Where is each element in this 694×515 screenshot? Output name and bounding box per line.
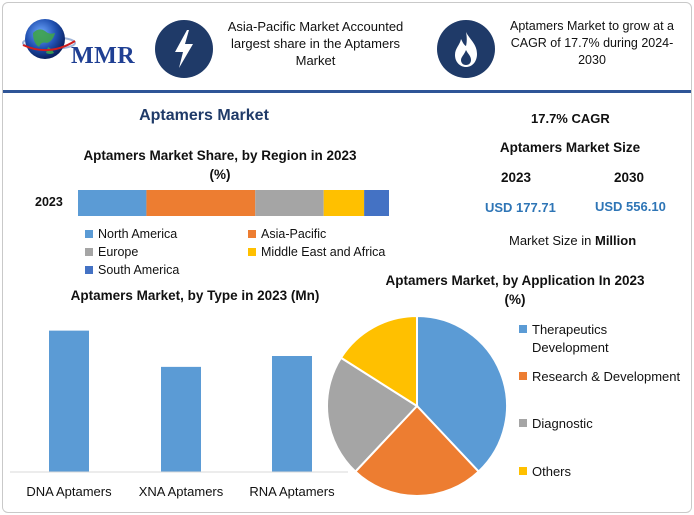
header-divider xyxy=(3,90,691,93)
year-2023-label: 2023 xyxy=(501,170,532,185)
region-legend-item-asia-pacific: Asia-Pacific xyxy=(248,227,326,241)
region-bar-segment-europe xyxy=(255,190,324,216)
pie-slice-diagnostic xyxy=(326,356,419,474)
logo-text: MMR xyxy=(71,43,136,69)
legend-label: Therapeutics Development xyxy=(532,322,609,355)
region-stacked-bar xyxy=(78,190,389,216)
legend-swatch xyxy=(85,266,93,274)
legend-swatch xyxy=(519,467,527,475)
legend-swatch xyxy=(519,372,527,380)
legend-swatch xyxy=(248,248,256,256)
application-legend-item-others: Others xyxy=(519,463,571,481)
region-legend-item-middle-east-and-africa: Middle East and Africa xyxy=(248,245,385,259)
region-legend-item-north-america: North America xyxy=(85,227,177,241)
legend-label: Middle East and Africa xyxy=(261,245,386,259)
application-legend-item-therapeutics-development: Therapeutics Development xyxy=(519,321,642,357)
legend-swatch xyxy=(85,230,93,238)
region-bar-segment-south-america xyxy=(364,190,389,216)
globe-icon xyxy=(22,19,76,59)
type-bar-chart: DNA Aptamers XNA Aptamers RNA Aptamers xyxy=(10,330,348,499)
application-chart-title: Aptamers Market, by Application In 2023 … xyxy=(370,271,660,309)
header-banner: MMR Asia-Pacific Market Accounted larges… xyxy=(3,3,691,85)
region-chart-subtitle: (%) xyxy=(209,167,231,182)
legend-swatch xyxy=(519,419,527,427)
legend-label: Asia-Pacific xyxy=(261,227,327,241)
unit-prefix: Market Size in xyxy=(509,233,595,248)
legend-label: Diagnostic xyxy=(532,416,593,431)
legend-label: Europe xyxy=(98,245,139,259)
region-chart-title: Aptamers Market Share, by Region in 2023… xyxy=(60,146,380,184)
region-bar-segment-middle-east-and-africa xyxy=(323,190,365,216)
pie-slice-research-development xyxy=(353,404,481,497)
mmr-logo: MMR xyxy=(15,13,145,77)
legend-swatch xyxy=(519,325,527,333)
application-legend-item-diagnostic: Diagnostic xyxy=(519,415,593,433)
type-bar-dna-aptamers xyxy=(49,330,89,472)
legend-swatch xyxy=(85,248,93,256)
pie-slice-others xyxy=(339,314,418,408)
region-legend-item-south-america: South America xyxy=(85,263,179,277)
lightning-bolt-icon xyxy=(155,20,213,78)
type-bar-xna-aptamers xyxy=(161,366,201,472)
region-legend-item-europe: Europe xyxy=(85,245,138,259)
legend-label: Research & Development xyxy=(532,369,681,384)
application-chart-title-text: Aptamers Market, by Application In 2023 xyxy=(385,273,645,288)
callout-cagr: Aptamers Market to grow at a CAGR of 17.… xyxy=(510,19,674,67)
legend-label: Others xyxy=(532,464,572,479)
market-size-unit-note: Market Size in Million xyxy=(509,233,636,248)
region-chart-category-label: 2023 xyxy=(35,195,63,209)
application-pie-chart xyxy=(326,314,508,497)
legend-swatch xyxy=(248,230,256,238)
region-bar-segment-asia-pacific xyxy=(146,190,256,216)
pie-slice-therapeutics-development xyxy=(416,314,508,474)
legend-label: South America xyxy=(98,263,180,277)
market-size-2023-value: USD 177.71 xyxy=(485,200,556,215)
market-size-title: Aptamers Market Size xyxy=(499,140,641,155)
cagr-label: 17.7% CAGR xyxy=(531,111,610,126)
flame-icon xyxy=(437,20,495,78)
type-tick-label-dna-aptamers: DNA Aptamers xyxy=(26,484,112,499)
region-bar-segment-north-america xyxy=(78,190,147,216)
type-chart-title: Aptamers Market, by Type in 2023 (Mn) xyxy=(70,288,320,303)
application-legend-item-research-development: Research & Development xyxy=(519,368,680,386)
type-tick-label-rna-aptamers: RNA Aptamers xyxy=(249,484,335,499)
region-chart-title-text: Aptamers Market Share, by Region in 2023 xyxy=(83,148,357,163)
main-title: Aptamers Market xyxy=(139,107,269,124)
market-size-2030-value: USD 556.10 xyxy=(595,199,666,214)
type-tick-label-xna-aptamers: XNA Aptamers xyxy=(139,484,224,499)
unit-bold: Million xyxy=(594,233,637,248)
callout-asia-pacific: Asia-Pacific Market Accounted largest sh… xyxy=(227,19,404,68)
application-chart-subtitle: (%) xyxy=(504,292,526,307)
year-2030-label: 2030 xyxy=(614,170,645,185)
legend-label: North America xyxy=(98,227,178,241)
type-bar-rna-aptamers xyxy=(272,356,312,472)
